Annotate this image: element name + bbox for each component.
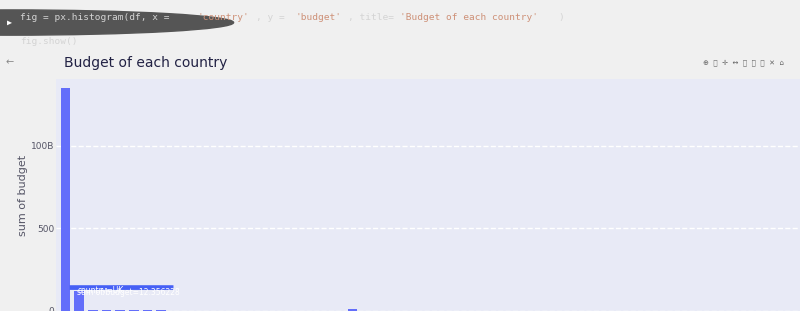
Bar <box>348 309 357 311</box>
Text: fig = px.histogram(df, x =: fig = px.histogram(df, x = <box>20 13 175 22</box>
Text: 'Budget of each country': 'Budget of each country' <box>401 13 538 22</box>
Text: country=UK: country=UK <box>77 285 123 295</box>
FancyBboxPatch shape <box>70 285 174 290</box>
Text: ⊕  🔍  ✛  ↔  ⤢  💾  📷  ✕  ⌂: ⊕ 🔍 ✛ ↔ ⤢ 💾 📷 ✕ ⌂ <box>703 59 784 66</box>
Text: , y =: , y = <box>256 13 290 22</box>
Bar <box>61 88 70 311</box>
Bar <box>156 310 166 311</box>
Bar <box>115 310 125 311</box>
Text: 'country': 'country' <box>197 13 249 22</box>
Bar <box>74 291 84 311</box>
Bar <box>102 310 111 311</box>
Text: Budget of each country: Budget of each country <box>64 56 227 70</box>
Text: ): ) <box>558 13 564 22</box>
Bar <box>129 310 138 311</box>
Text: 'budget': 'budget' <box>295 13 342 22</box>
Text: , title=: , title= <box>348 13 394 22</box>
Text: fig.show(): fig.show() <box>20 37 78 46</box>
Bar <box>170 310 180 311</box>
Text: ▶: ▶ <box>7 18 12 27</box>
Bar <box>88 310 98 311</box>
Y-axis label: sum of budget: sum of budget <box>18 155 29 236</box>
Bar <box>142 310 152 311</box>
Text: sum of budget=12.356228: sum of budget=12.356228 <box>77 288 180 297</box>
Text: ←: ← <box>6 57 14 67</box>
Circle shape <box>0 10 234 35</box>
